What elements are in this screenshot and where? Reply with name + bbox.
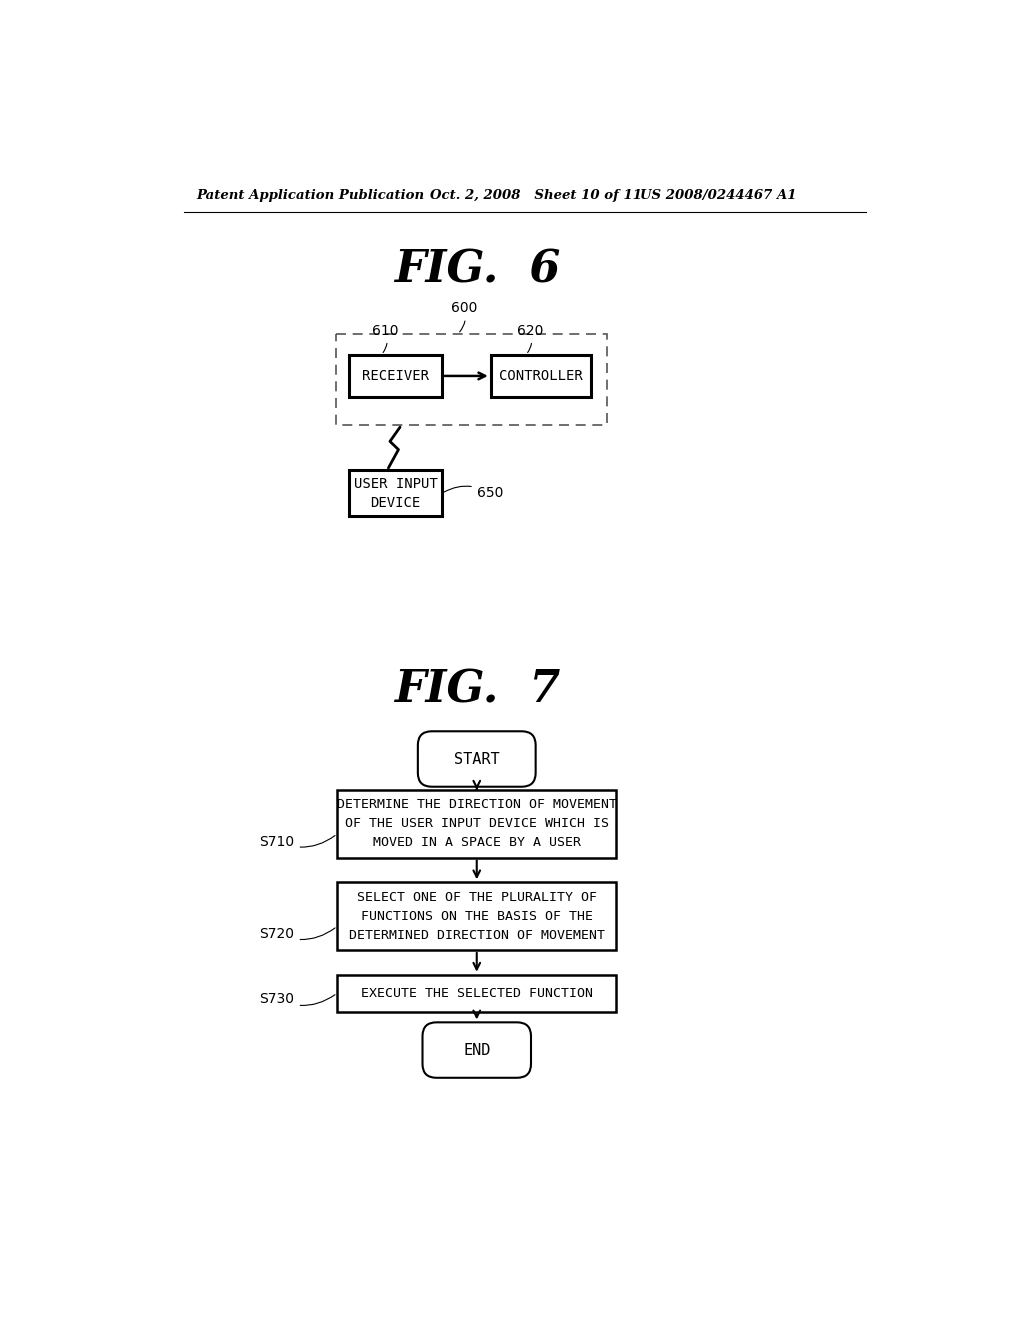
Text: 600: 600 (451, 301, 477, 331)
Text: Oct. 2, 2008   Sheet 10 of 11: Oct. 2, 2008 Sheet 10 of 11 (430, 189, 642, 202)
Text: S730: S730 (260, 993, 335, 1006)
Text: FIG.  6: FIG. 6 (393, 248, 560, 292)
Text: S720: S720 (260, 927, 335, 941)
Text: CONTROLLER: CONTROLLER (500, 368, 583, 383)
FancyBboxPatch shape (337, 789, 616, 858)
Text: RECEIVER: RECEIVER (361, 368, 429, 383)
Text: USER INPUT
DEVICE: USER INPUT DEVICE (353, 477, 437, 510)
Text: SELECT ONE OF THE PLURALITY OF
FUNCTIONS ON THE BASIS OF THE
DETERMINED DIRECTIO: SELECT ONE OF THE PLURALITY OF FUNCTIONS… (349, 891, 605, 941)
FancyBboxPatch shape (337, 882, 616, 950)
Text: END: END (463, 1043, 490, 1057)
Text: START: START (454, 751, 500, 767)
Text: Patent Application Publication: Patent Application Publication (197, 189, 424, 202)
Text: EXECUTE THE SELECTED FUNCTION: EXECUTE THE SELECTED FUNCTION (360, 986, 593, 999)
FancyBboxPatch shape (418, 731, 536, 787)
Text: 650: 650 (444, 486, 503, 500)
FancyBboxPatch shape (490, 355, 592, 397)
FancyBboxPatch shape (336, 334, 607, 425)
FancyBboxPatch shape (337, 974, 616, 1011)
Text: DETERMINE THE DIRECTION OF MOVEMENT
OF THE USER INPUT DEVICE WHICH IS
MOVED IN A: DETERMINE THE DIRECTION OF MOVEMENT OF T… (337, 799, 616, 849)
Text: S710: S710 (259, 834, 335, 849)
Text: FIG.  7: FIG. 7 (393, 668, 560, 711)
Text: 610: 610 (372, 323, 398, 352)
FancyBboxPatch shape (349, 355, 442, 397)
Text: US 2008/0244467 A1: US 2008/0244467 A1 (640, 189, 796, 202)
FancyBboxPatch shape (349, 470, 442, 516)
Text: 620: 620 (517, 323, 543, 352)
FancyBboxPatch shape (423, 1022, 531, 1077)
